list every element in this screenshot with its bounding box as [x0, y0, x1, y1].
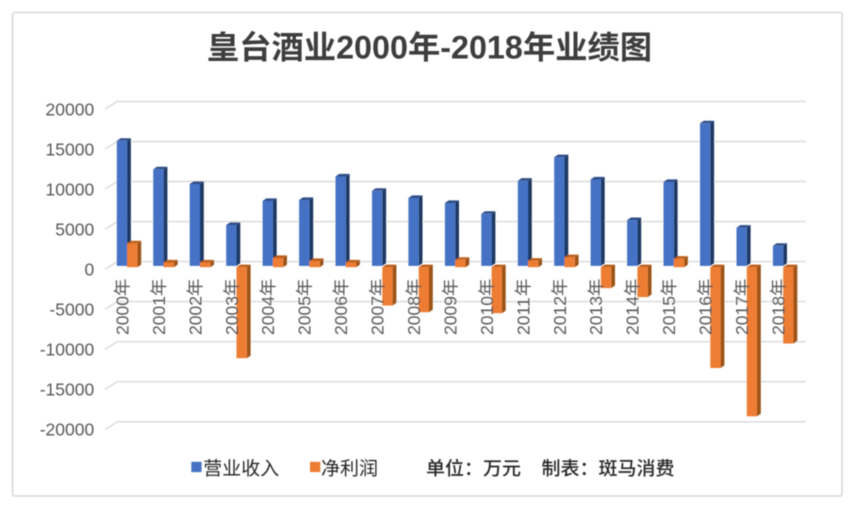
- svg-text:2013: 2013: [586, 296, 606, 335]
- svg-text:2017: 2017: [732, 296, 752, 335]
- svg-text:2002: 2002: [185, 296, 205, 335]
- svg-text:2001: 2001: [149, 296, 169, 335]
- svg-text:5000: 5000: [55, 220, 94, 240]
- svg-text:2008: 2008: [404, 296, 424, 335]
- svg-text:10000: 10000: [46, 180, 95, 200]
- svg-text:2003: 2003: [222, 296, 242, 335]
- svg-text:-10000: -10000: [40, 340, 95, 360]
- svg-text:-5000: -5000: [49, 300, 94, 320]
- svg-text:2005: 2005: [295, 296, 315, 335]
- svg-text:2018: 2018: [769, 296, 789, 335]
- svg-text:2000: 2000: [112, 296, 132, 335]
- svg-text:2010: 2010: [477, 296, 497, 335]
- svg-text:-: -: [440, 30, 451, 66]
- svg-text:2006: 2006: [331, 296, 351, 335]
- svg-text:2009: 2009: [441, 296, 461, 335]
- svg-text:2016: 2016: [696, 296, 716, 335]
- svg-text:-15000: -15000: [40, 380, 95, 400]
- svg-text:2000: 2000: [336, 30, 408, 66]
- svg-text:2012: 2012: [550, 296, 570, 335]
- svg-text:15000: 15000: [46, 140, 95, 160]
- svg-text:2004: 2004: [258, 296, 278, 335]
- svg-text:2015: 2015: [659, 296, 679, 335]
- svg-text:20000: 20000: [46, 99, 95, 119]
- svg-text:2018: 2018: [451, 30, 523, 66]
- svg-text:2007: 2007: [368, 296, 388, 335]
- svg-text:0: 0: [84, 260, 94, 280]
- svg-text:2011: 2011: [513, 297, 533, 335]
- svg-text:-20000: -20000: [40, 420, 95, 440]
- svg-text:2014: 2014: [623, 296, 643, 335]
